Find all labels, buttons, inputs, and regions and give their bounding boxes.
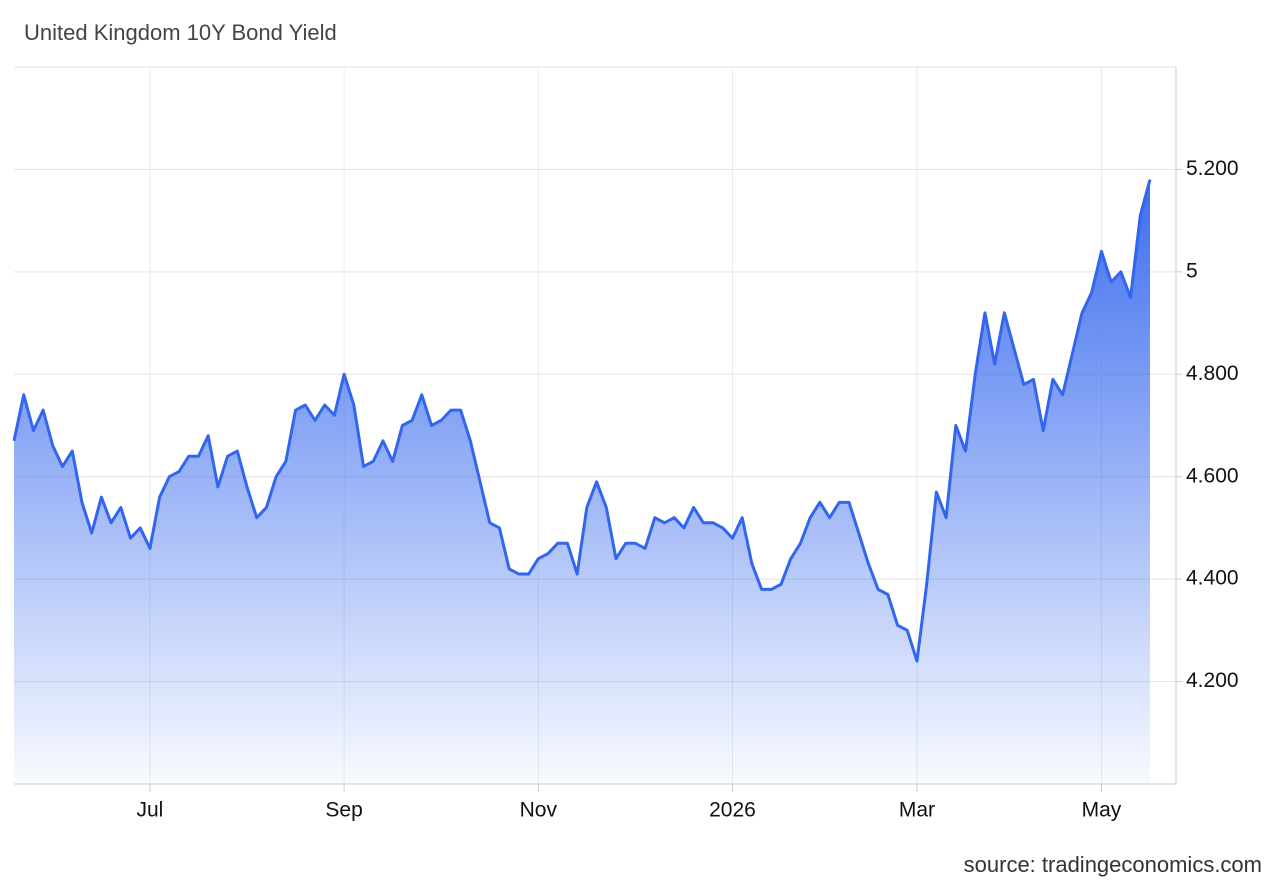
source-note: source: tradingeconomics.com xyxy=(964,852,1262,877)
x-tick-label: May xyxy=(1082,799,1122,822)
chart-title: United Kingdom 10Y Bond Yield xyxy=(24,20,337,45)
y-tick-label: 5.200 xyxy=(1186,157,1239,180)
y-tick-label: 4.800 xyxy=(1186,362,1239,385)
x-tick-label: Nov xyxy=(520,799,558,822)
x-tick-label: Jul xyxy=(137,799,164,822)
y-tick-label: 4.400 xyxy=(1186,567,1239,590)
x-tick-label: Sep xyxy=(325,799,362,822)
y-tick-label: 4.600 xyxy=(1186,464,1239,487)
x-tick-label: 2026 xyxy=(709,799,756,822)
x-tick-label: Mar xyxy=(899,799,935,822)
y-tick-label: 4.200 xyxy=(1186,669,1239,692)
area-fill xyxy=(14,179,1150,785)
line xyxy=(12,179,1152,663)
y-tick-label: 5 xyxy=(1186,259,1198,282)
